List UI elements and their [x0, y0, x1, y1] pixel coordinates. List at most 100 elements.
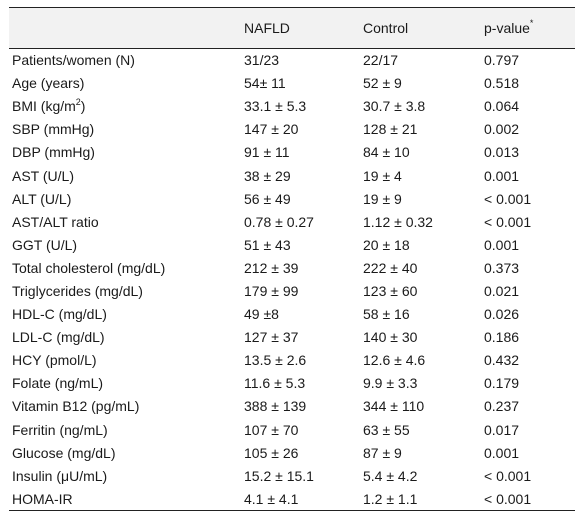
row-label-text: Patients/women (N)	[12, 52, 135, 69]
row-label-text: HOMA-IR	[12, 490, 73, 507]
row-label: Folate (ng/mL)	[9, 372, 241, 395]
row-label-text: Vitamin B12 (pg/mL)	[12, 398, 140, 415]
nafld-value-cell: 147 ± 20	[244, 121, 299, 138]
table-row: HDL-C (mg/dL) 49 ±8 58 ± 16 0.026	[9, 303, 575, 326]
table-row: BMI (kg/m2) 33.1 ± 5.3 30.7 ± 3.8 0.064	[9, 95, 575, 118]
row-label-text: Insulin (μU/mL)	[12, 467, 108, 484]
row-label-superscript: 2	[75, 96, 81, 107]
row-label-text: Total cholesterol (mg/dL)	[12, 259, 166, 276]
control-value-cell: 222 ± 40	[363, 259, 418, 276]
table-row: SBP (mmHg) 147 ± 20 128 ± 21 0.002	[9, 118, 575, 141]
header-cell-control: Control	[360, 7, 481, 49]
control-value-cell: 84 ± 10	[363, 144, 410, 161]
row-label-text: Folate (ng/mL)	[12, 375, 104, 392]
table-row: Total cholesterol (mg/dL) 212 ± 39 222 ± 4…	[9, 256, 575, 279]
control-value-cell: 19 ± 9	[363, 190, 402, 207]
row-label: Patients/women (N)	[9, 49, 241, 72]
p-value-cell: 0.064	[484, 98, 520, 115]
nafld-value-cell: 33.1 ± 5.3	[244, 98, 307, 115]
row-label-text: HDL-C (mg/dL)	[12, 306, 107, 323]
control-value-cell: 30.7 ± 3.8	[363, 98, 426, 115]
table-row: HCY (pmol/L) 13.5 ± 2.6 12.6 ± 4.6 0.432	[9, 349, 575, 372]
row-label-text: BMI (kg/m	[12, 98, 76, 115]
row-label-text: AST/ALT ratio	[12, 213, 99, 230]
row-label: Glucose (mg/dL)	[9, 441, 241, 464]
row-label: Age (years)	[9, 72, 241, 95]
control-value-cell: 52 ± 9	[363, 75, 402, 92]
p-value-cell: 0.001	[484, 444, 520, 461]
p-value-cell: 0.001	[484, 236, 520, 253]
control-value-cell: 12.6 ± 4.6	[363, 352, 426, 369]
table-container: NAFLD Control p-value* Patients/women (N…	[9, 7, 575, 511]
header-p-value-text: p-value	[484, 20, 530, 36]
table-row: Triglycerides (mg/dL) 179 ± 99 123 ± 60 0.0…	[9, 279, 575, 302]
row-label: HOMA-IR	[9, 487, 241, 511]
row-label-text: Glucose (mg/dL)	[12, 444, 116, 461]
control-value-cell: 1.2 ± 1.1	[360, 487, 481, 511]
nafld-value-cell: 91 ± 11	[244, 144, 290, 161]
nafld-value-cell: 49 ±8	[244, 306, 279, 323]
nafld-value-cell: 212 ± 39	[244, 259, 299, 276]
p-value-cell: 0.373	[484, 259, 520, 276]
table-row: Insulin (μU/mL) 15.2 ± 15.1 5.4 ± 4.2 < 0.0…	[9, 464, 575, 487]
nafld-value-cell: 0.78 ± 0.27	[244, 213, 314, 230]
p-value-cell: 0.013	[484, 144, 520, 161]
row-label: GGT (U/L)	[9, 233, 241, 256]
table-row: AST (U/L) 38 ± 29 19 ± 4 0.001	[9, 164, 575, 187]
table-row: Folate (ng/mL) 11.6 ± 5.3 9.9 ± 3.3 0.179	[9, 372, 575, 395]
nafld-value-cell: 13.5 ± 2.6	[244, 352, 307, 369]
p-value-cell: 0.002	[484, 121, 520, 138]
header-cell-nafld: NAFLD	[241, 7, 360, 49]
control-value-cell: 5.4 ± 4.2	[363, 467, 418, 484]
control-value-cell: 344 ± 110	[363, 398, 425, 415]
row-label-text: LDL-C (mg/dL)	[12, 329, 105, 346]
header-row: NAFLD Control p-value*	[9, 7, 575, 49]
nafld-value-cell: 11.6 ± 5.3	[244, 375, 306, 392]
p-value-cell: < 0.001	[484, 213, 532, 230]
row-label-text: GGT (U/L)	[12, 236, 78, 253]
p-value-cell: 0.797	[484, 52, 520, 69]
row-label-text: HCY (pmol/L)	[12, 352, 97, 369]
row-label-text: Ferritin (ng/mL)	[12, 421, 108, 438]
nafld-value-cell: 31/23	[244, 52, 280, 69]
row-label-text: AST (U/L)	[12, 167, 74, 184]
row-label: Ferritin (ng/mL)	[9, 418, 241, 441]
table-row: AST/ALT ratio 0.78 ± 0.27 1.12 ± 0.32 < 0.0…	[9, 210, 575, 233]
control-value-cell: 128 ± 21	[363, 121, 418, 138]
nafld-value-cell: 4.1 ± 4.1	[241, 487, 360, 511]
table-row: Patients/women (N) 31/23 22/17 0.797	[9, 49, 575, 72]
nafld-value-cell: 127 ± 37	[244, 329, 299, 346]
nafld-value-cell: 107 ± 70	[244, 421, 299, 438]
row-label: Vitamin B12 (pg/mL)	[9, 395, 241, 418]
p-value-cell: < 0.001	[481, 487, 575, 511]
table-row: ALT (U/L) 56 ± 49 19 ± 9 < 0.001	[9, 187, 575, 210]
control-value-cell: 22/17	[363, 52, 399, 69]
nafld-value-cell: 54± 11	[244, 75, 286, 92]
p-value-cell: 0.021	[484, 282, 520, 299]
row-label: AST (U/L)	[9, 164, 241, 187]
table-row: Ferritin (ng/mL) 107 ± 70 63 ± 55 0.017	[9, 418, 575, 441]
row-label: Insulin (μU/mL)	[9, 464, 241, 487]
p-value-cell: 0.432	[484, 352, 520, 369]
control-value-cell: 19 ± 4	[363, 167, 402, 184]
row-label: Total cholesterol (mg/dL)	[9, 256, 241, 279]
row-label-text: DBP (mmHg)	[12, 144, 95, 161]
p-value-cell: 0.237	[484, 398, 520, 415]
p-value-cell: 0.179	[484, 375, 520, 392]
row-label-text: SBP (mmHg)	[12, 121, 95, 138]
p-value-cell: 0.001	[484, 167, 520, 184]
control-value-cell: 9.9 ± 3.3	[363, 375, 418, 392]
row-label: AST/ALT ratio	[9, 210, 241, 233]
table-row: Glucose (mg/dL) 105 ± 26 87 ± 9 0.001	[9, 441, 575, 464]
row-label-text: ALT (U/L)	[12, 190, 72, 207]
table-row: DBP (mmHg) 91 ± 11 84 ± 10 0.013	[9, 141, 575, 164]
row-label: HDL-C (mg/dL)	[9, 303, 241, 326]
control-value-cell: 58 ± 16	[363, 306, 410, 323]
table-row: GGT (U/L) 51 ± 43 20 ± 18 0.001	[9, 233, 575, 256]
p-value-cell: 0.026	[484, 306, 520, 323]
table-row: HOMA-IR 4.1 ± 4.1 1.2 ± 1.1 < 0.001	[9, 487, 575, 511]
control-value-cell: 123 ± 60	[363, 282, 418, 299]
control-value-cell: 20 ± 18	[363, 236, 410, 253]
nafld-value-cell: 105 ± 26	[244, 444, 299, 461]
header-cell-p-value: p-value*	[481, 7, 575, 49]
